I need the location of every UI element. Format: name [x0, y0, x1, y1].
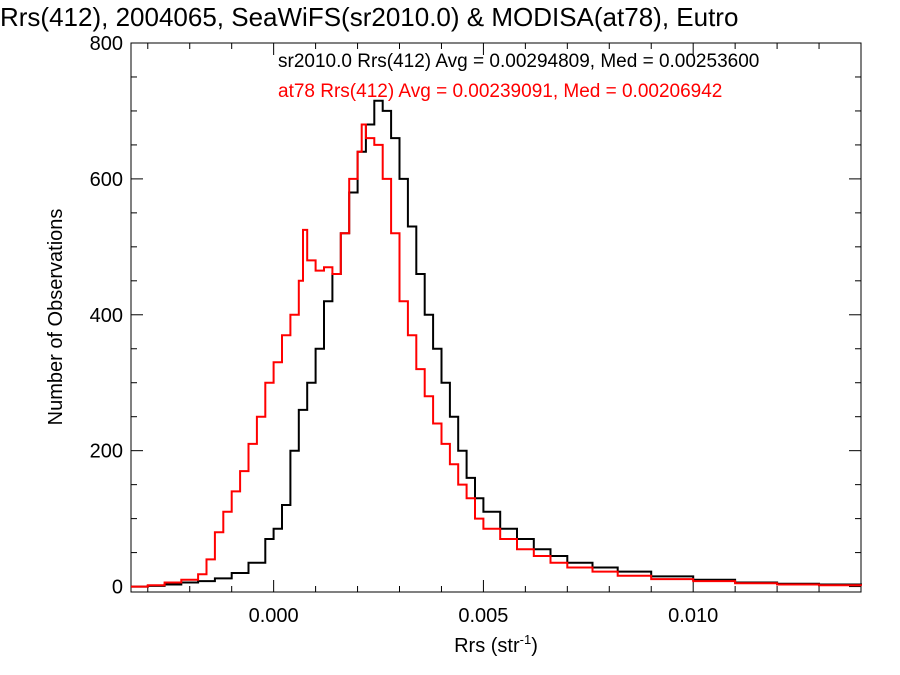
x-axis: 0.000 0.005 0.010: [147, 43, 862, 627]
y-axis-label: Number of Observations: [45, 209, 67, 426]
series-layer: [131, 99, 862, 588]
x-tick-label: 0.005: [458, 605, 508, 627]
series-line-at78: [131, 123, 862, 588]
y-tick-label: 0: [112, 577, 123, 599]
y-axis: 0 200 400 600 800: [90, 33, 861, 599]
x-axis-label: Rrs (str-1): [454, 632, 538, 657]
plot-frame: [130, 42, 862, 593]
annotation-sr2010: sr2010.0 Rrs(412) Avg = 0.00294809, Med …: [278, 51, 759, 72]
annotation-at78: at78 Rrs(412) Avg = 0.00239091, Med = 0.…: [278, 81, 722, 102]
x-tick-label: 0.000: [249, 605, 299, 627]
chart-title: Rrs(412), 2004065, SeaWiFS(sr2010.0) & M…: [0, 2, 738, 32]
x-axis-label-sup: -1: [520, 632, 532, 647]
y-tick-label: 400: [90, 305, 123, 327]
y-tick-label: 800: [90, 33, 123, 55]
y-tick-label: 200: [90, 441, 123, 463]
y-tick-label: 600: [90, 169, 123, 191]
series-line-sr2010: [131, 99, 862, 588]
x-tick-label: 0.010: [668, 605, 718, 627]
